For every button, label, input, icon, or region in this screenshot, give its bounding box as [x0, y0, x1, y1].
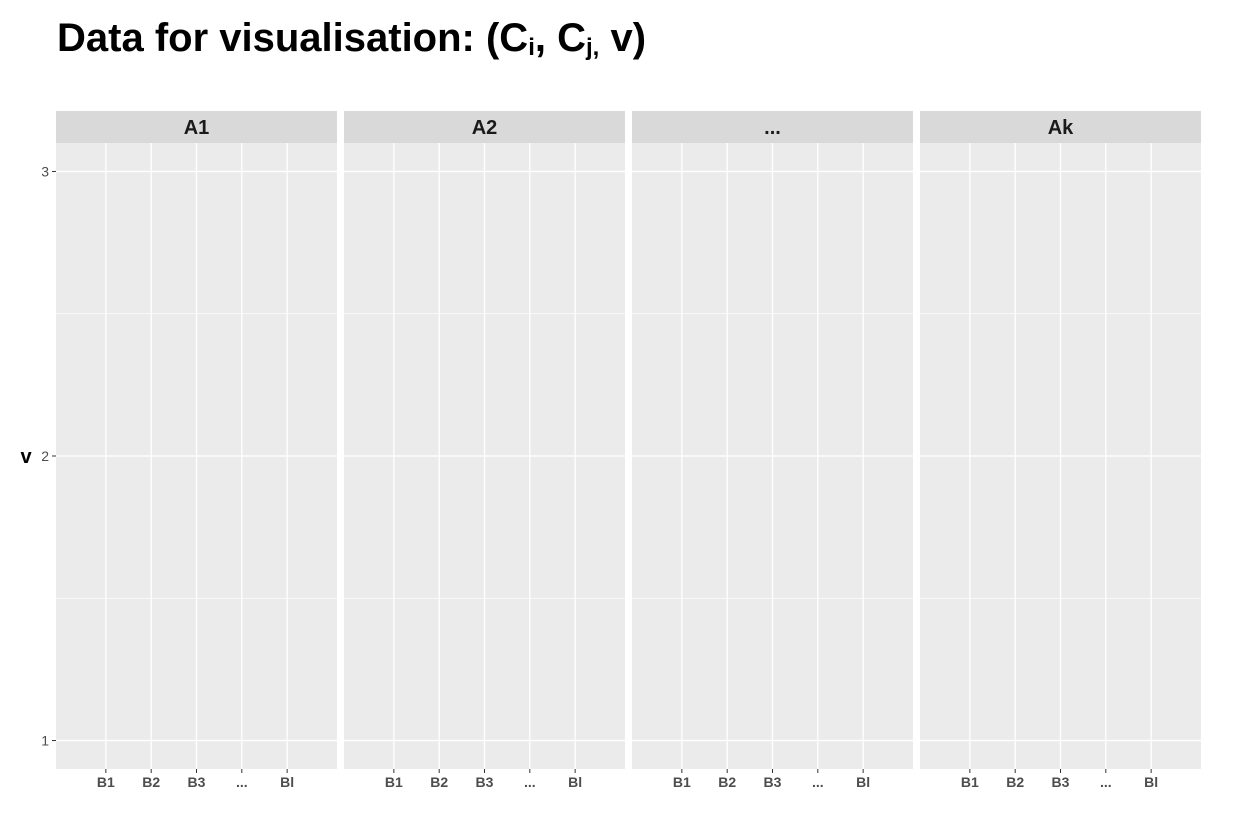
y-tick-label: 3 [41, 163, 49, 179]
facet-strip [632, 111, 913, 143]
x-tick-label: ... [524, 774, 536, 790]
x-tick-label: Bl [1144, 774, 1158, 790]
title-prefix: Data for visualisation: (C [57, 16, 529, 60]
x-tick-label: B2 [142, 774, 160, 790]
x-tick-label: B1 [673, 774, 691, 790]
x-tick-label: ... [236, 774, 248, 790]
x-tick-label: Bl [280, 774, 294, 790]
facet-label: ... [764, 117, 781, 139]
x-tick-label: B2 [1006, 774, 1024, 790]
title-subscript-j: j, [586, 34, 600, 61]
x-tick-label: ... [1100, 774, 1112, 790]
x-tick-label: B1 [961, 774, 979, 790]
x-tick-label: B3 [764, 774, 782, 790]
title-subscript-i: i [528, 34, 535, 61]
x-tick-label: B1 [385, 774, 403, 790]
title-suffix: v) [599, 16, 647, 60]
x-tick-label: B3 [476, 774, 494, 790]
chart-title: Data for visualisation: (Ci, Cj, v) [57, 12, 646, 74]
y-tick-label: 2 [41, 448, 49, 464]
y-axis-label: v [20, 446, 32, 468]
x-tick-label: B3 [188, 774, 206, 790]
x-tick-label: B3 [1052, 774, 1070, 790]
y-tick-label: 1 [41, 733, 49, 749]
x-tick-label: B1 [97, 774, 115, 790]
facet-label: A1 [184, 117, 210, 139]
x-tick-label: Bl [856, 774, 870, 790]
facet-strip [344, 111, 625, 143]
facet-label: Ak [1048, 117, 1074, 139]
facet-strip [56, 111, 337, 143]
facet-strip [920, 111, 1201, 143]
x-tick-label: B2 [718, 774, 736, 790]
x-tick-label: B2 [430, 774, 448, 790]
x-tick-label: ... [812, 774, 824, 790]
x-tick-label: Bl [568, 774, 582, 790]
title-middle: , C [534, 16, 586, 60]
facet-label: A2 [472, 117, 498, 139]
